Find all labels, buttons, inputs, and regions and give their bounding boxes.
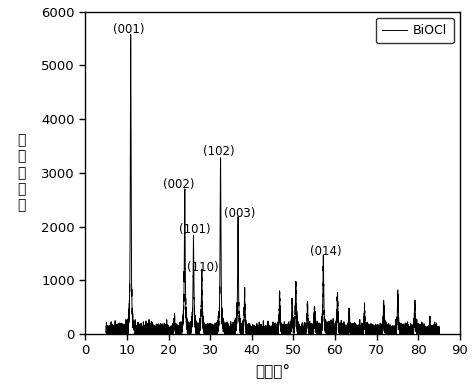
Text: (110): (110) bbox=[187, 261, 219, 274]
X-axis label: 衍射角°: 衍射角° bbox=[255, 363, 290, 378]
Text: (001): (001) bbox=[113, 23, 145, 36]
Line: BiOCl: BiOCl bbox=[106, 35, 439, 334]
BiOCl bbox=[122, 327, 128, 331]
BiOCl bbox=[366, 331, 372, 335]
BiOCl bbox=[103, 332, 109, 336]
BiOCl bbox=[192, 316, 198, 320]
Text: (002): (002) bbox=[163, 177, 194, 190]
BiOCl bbox=[128, 32, 134, 37]
BiOCl bbox=[103, 329, 109, 334]
Text: 衍
射
峰
强
度: 衍 射 峰 强 度 bbox=[18, 133, 26, 212]
BiOCl bbox=[431, 332, 437, 336]
BiOCl bbox=[307, 323, 313, 328]
Text: (003): (003) bbox=[224, 207, 255, 220]
BiOCl bbox=[312, 308, 318, 312]
BiOCl bbox=[436, 327, 442, 332]
Text: (101): (101) bbox=[179, 223, 210, 236]
Legend: BiOCl: BiOCl bbox=[375, 18, 454, 43]
Text: (102): (102) bbox=[203, 145, 234, 158]
Text: (014): (014) bbox=[310, 245, 341, 258]
